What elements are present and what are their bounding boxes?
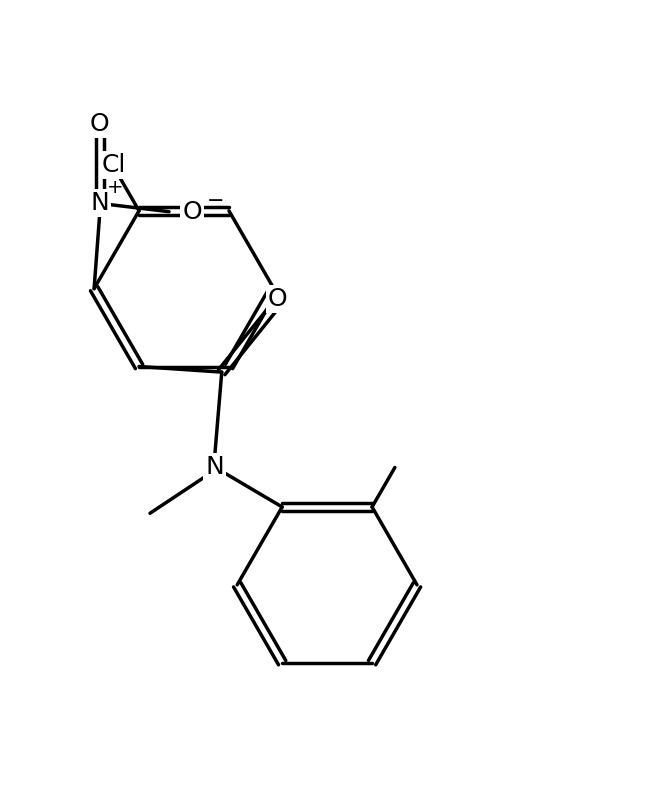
Text: O: O bbox=[182, 199, 202, 224]
Text: N: N bbox=[90, 191, 109, 215]
Text: O: O bbox=[267, 287, 287, 311]
Text: Cl: Cl bbox=[102, 153, 127, 177]
Text: N: N bbox=[206, 455, 224, 478]
Text: −: − bbox=[206, 191, 224, 211]
Text: +: + bbox=[107, 178, 123, 197]
Text: O: O bbox=[90, 112, 109, 136]
